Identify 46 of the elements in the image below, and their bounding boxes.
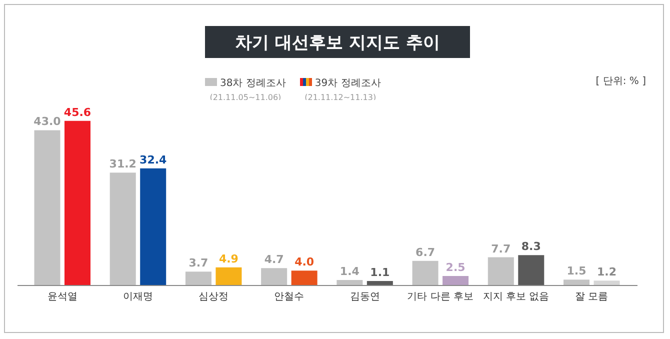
x-tick-label: 심상정 <box>198 292 229 302</box>
data-label: 1.1 <box>370 266 390 280</box>
data-label: 8.3 <box>521 240 541 254</box>
bar <box>261 268 288 285</box>
data-label: 2.5 <box>446 261 466 274</box>
legend-label: 39차 정례조사 <box>314 77 381 90</box>
text: [ 단위: % ] <box>596 75 646 88</box>
data-label: 4.0 <box>294 256 314 269</box>
text: (21.11.12~11.13) <box>304 93 376 102</box>
bar <box>64 120 90 285</box>
bar <box>488 257 514 285</box>
x-tick-label: 이재명 <box>122 292 153 302</box>
x-tick-label: 잘 모름 <box>575 292 608 302</box>
data-label: 3.7 <box>188 256 208 270</box>
bar <box>110 172 136 285</box>
data-label: 31.2 <box>109 158 136 171</box>
data-label: 32.4 <box>140 153 168 166</box>
x-tick-label: 윤석열 <box>47 292 78 302</box>
bar <box>564 280 590 285</box>
bar <box>594 280 620 285</box>
bar <box>185 272 212 285</box>
bar <box>216 267 242 285</box>
bar <box>412 260 438 285</box>
data-label: 43.0 <box>34 115 62 128</box>
data-label: 4.7 <box>264 253 284 266</box>
data-label: 7.7 <box>491 242 511 256</box>
text: (21.11.05~11.06) <box>210 93 282 102</box>
bar <box>140 168 166 285</box>
data-label: 4.9 <box>218 252 238 266</box>
data-label: 1.2 <box>597 266 617 279</box>
data-label: 45.6 <box>64 106 92 119</box>
bar <box>366 281 393 285</box>
x-tick-label: 기타 다른 후보 <box>407 292 474 302</box>
bar <box>34 130 60 285</box>
chart-title: 차기 대선후보 지지도 추이 <box>205 26 470 58</box>
x-tick-label: 김동연 <box>350 292 380 302</box>
legend-label: 38차 정례조사 <box>219 77 286 90</box>
bar <box>336 280 363 285</box>
bar <box>442 276 469 285</box>
x-tick-label: 지지 후보 없음 <box>482 292 550 302</box>
data-label: 1.4 <box>340 264 360 278</box>
data-label: 1.5 <box>566 264 586 278</box>
bar <box>518 255 544 285</box>
data-label: 6.7 <box>416 246 436 259</box>
x-tick-label: 안철수 <box>274 292 304 302</box>
bar <box>291 270 318 285</box>
